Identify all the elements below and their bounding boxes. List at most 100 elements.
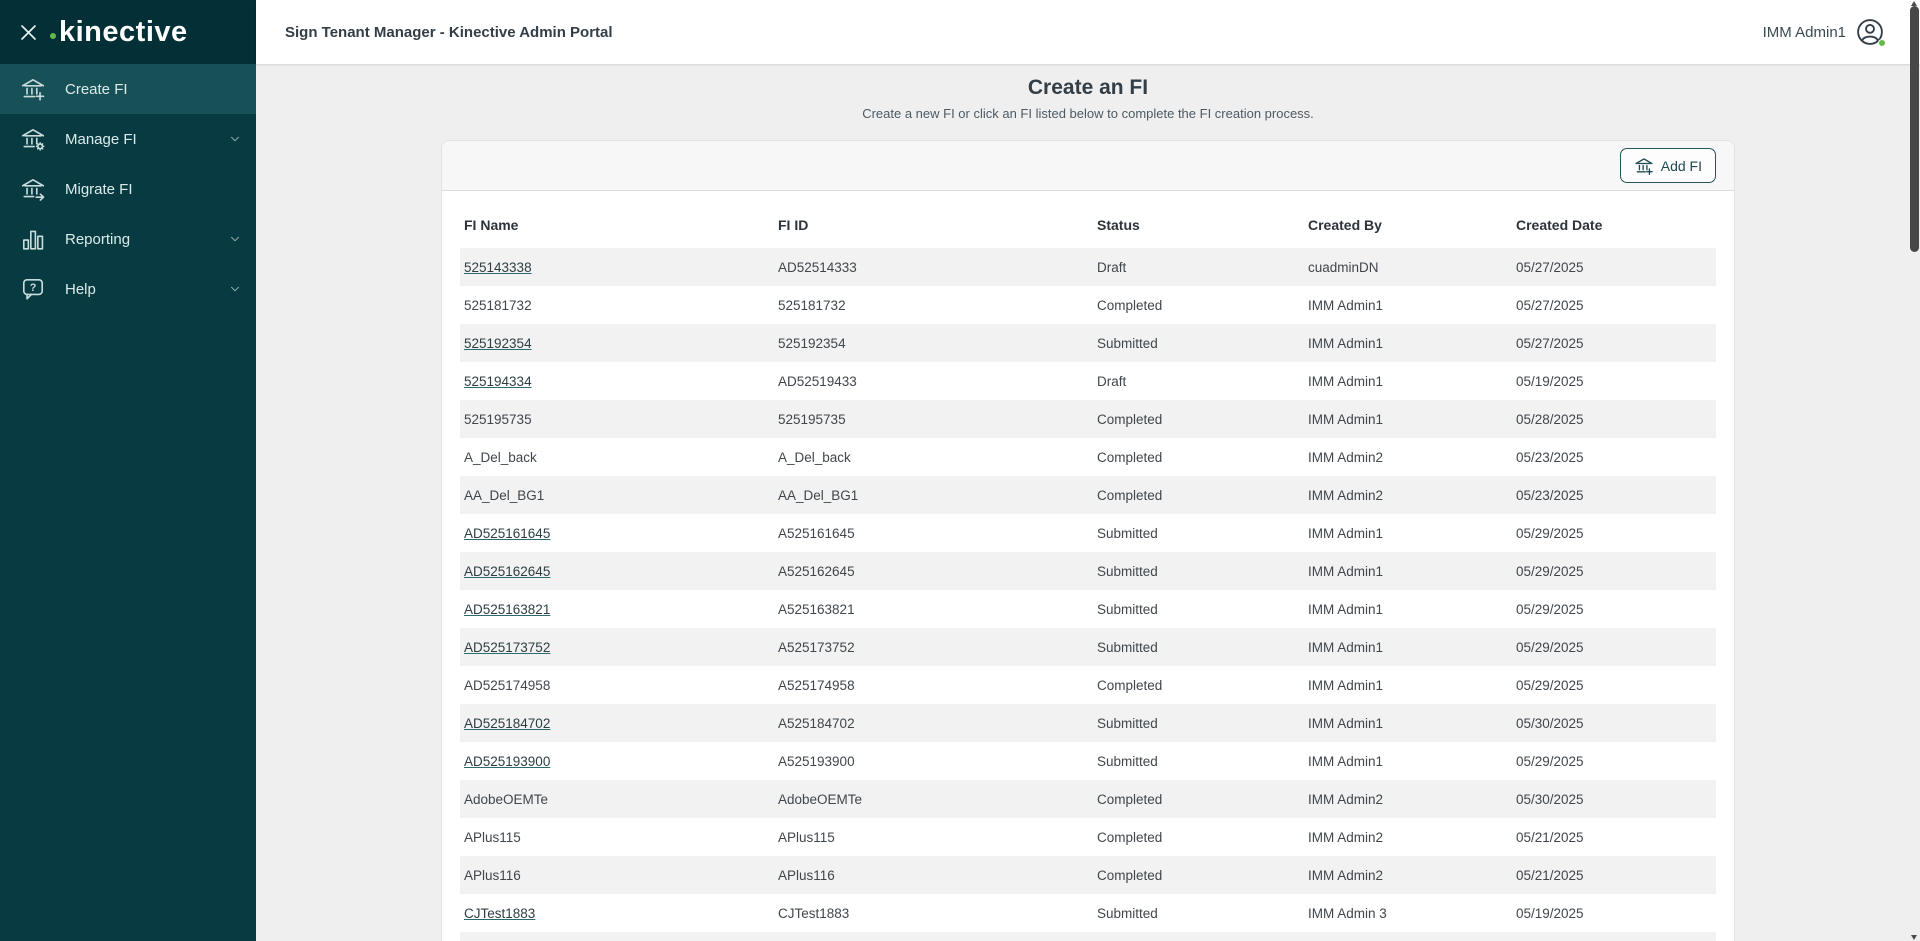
- fi-id-cell: 525195735: [778, 411, 846, 427]
- scrollbar[interactable]: [1908, 0, 1920, 941]
- fi-name-link[interactable]: AD525173752: [464, 639, 551, 655]
- sidebar-item-reporting[interactable]: Reporting: [0, 214, 256, 264]
- scroll-down-arrow-icon[interactable]: [1911, 935, 1917, 940]
- bank-arrow-icon: [20, 176, 46, 202]
- presence-dot: [1878, 39, 1886, 47]
- created-date-cell: 05/27/2025: [1516, 297, 1584, 313]
- table-row[interactable]: 525194334 AD52519433 Draft IMM Admin1 05…: [460, 362, 1716, 400]
- sidebar-item-manage-fi[interactable]: Manage FI: [0, 114, 256, 164]
- page-title: Create an FI: [1027, 76, 1149, 99]
- sidebar-nav: Create FI Manage FI: [0, 64, 256, 314]
- bar-chart-icon: [20, 226, 46, 252]
- table-row-partial: [460, 932, 1716, 941]
- status-cell: Completed: [1097, 867, 1163, 883]
- table-row[interactable]: AD525162645 A525162645 Submitted IMM Adm…: [460, 552, 1716, 590]
- status-cell: Completed: [1097, 411, 1163, 427]
- fi-id-cell: AD52514333: [778, 259, 857, 275]
- fi-name-cell: A_Del_back: [464, 449, 537, 465]
- user-circle-icon[interactable]: [1855, 17, 1886, 47]
- created-by-cell: IMM Admin 3: [1308, 905, 1387, 921]
- scrollbar-thumb[interactable]: [1910, 6, 1919, 252]
- add-fi-label: Add FI: [1660, 157, 1702, 174]
- created-date-cell: 05/21/2025: [1516, 867, 1584, 883]
- fi-name-link[interactable]: AD525161645: [464, 525, 551, 541]
- sidebar-item-migrate-fi[interactable]: Migrate FI: [0, 164, 256, 214]
- fi-name-link[interactable]: 525143338: [464, 259, 532, 275]
- table-row[interactable]: AD525174958 A525174958 Completed IMM Adm…: [460, 666, 1716, 704]
- created-by-cell: IMM Admin1: [1308, 639, 1384, 655]
- created-date-cell: 05/19/2025: [1516, 905, 1584, 921]
- table-row[interactable]: A_Del_back A_Del_back Completed IMM Admi…: [460, 438, 1716, 476]
- fi-id-cell: A525163821: [778, 601, 855, 617]
- fi-name-link[interactable]: AD525193900: [464, 753, 551, 769]
- chevron-down-icon: [228, 282, 242, 296]
- created-by-cell: IMM Admin1: [1308, 411, 1384, 427]
- created-date-cell: 05/30/2025: [1516, 791, 1584, 807]
- bank-gear-icon: [20, 126, 46, 152]
- status-cell: Submitted: [1097, 335, 1158, 351]
- fi-table: FI Name FI ID Status Created By Created …: [460, 191, 1716, 941]
- table-row[interactable]: AD525173752 A525173752 Submitted IMM Adm…: [460, 628, 1716, 666]
- chevron-down-icon: [228, 132, 242, 146]
- created-date-cell: 05/29/2025: [1516, 753, 1584, 769]
- status-cell: Completed: [1097, 829, 1163, 845]
- header-created-by: Created By: [1308, 216, 1382, 233]
- table-row[interactable]: AD525161645 A525161645 Submitted IMM Adm…: [460, 514, 1716, 552]
- table-row[interactable]: AD525193900 A525193900 Submitted IMM Adm…: [460, 742, 1716, 780]
- status-cell: Completed: [1097, 449, 1163, 465]
- table-row[interactable]: 525192354 525192354 Submitted IMM Admin1…: [460, 324, 1716, 362]
- fi-name-link[interactable]: AD525184702: [464, 715, 551, 731]
- fi-name-link[interactable]: 525194334: [464, 373, 532, 389]
- chevron-down-icon: [228, 232, 242, 246]
- created-by-cell: IMM Admin2: [1308, 829, 1384, 845]
- fi-name-link[interactable]: 525192354: [464, 335, 532, 351]
- add-fi-button[interactable]: Add FI: [1619, 148, 1716, 183]
- fi-name-cell: 525181732: [464, 297, 532, 313]
- status-cell: Completed: [1097, 487, 1163, 503]
- table-row[interactable]: AD525163821 A525163821 Submitted IMM Adm…: [460, 590, 1716, 628]
- fi-name-link[interactable]: AD525162645: [464, 563, 551, 579]
- scroll-up-arrow-icon[interactable]: [1911, 1, 1917, 6]
- table-row[interactable]: APlus115 APlus115 Completed IMM Admin2 0…: [460, 818, 1716, 856]
- table-row[interactable]: 525181732 525181732 Completed IMM Admin1…: [460, 286, 1716, 324]
- header-status: Status: [1097, 216, 1140, 233]
- header-created-date: Created Date: [1516, 216, 1603, 233]
- table-row[interactable]: 525195735 525195735 Completed IMM Admin1…: [460, 400, 1716, 438]
- table-row[interactable]: 525143338 AD52514333 Draft cuadminDN 05/…: [460, 248, 1716, 286]
- svg-text:?: ?: [30, 282, 37, 294]
- sidebar-item-label: Manage FI: [65, 130, 137, 148]
- table-row[interactable]: AD525184702 A525184702 Submitted IMM Adm…: [460, 704, 1716, 742]
- table-row[interactable]: AdobeOEMTe AdobeOEMTe Completed IMM Admi…: [460, 780, 1716, 818]
- created-by-cell: cuadminDN: [1308, 259, 1379, 275]
- user-menu[interactable]: IMM Admin1: [1763, 17, 1886, 47]
- created-by-cell: IMM Admin1: [1308, 601, 1384, 617]
- main-area: Sign Tenant Manager - Kinective Admin Po…: [256, 0, 1920, 941]
- sidebar-item-label: Create FI: [65, 80, 128, 98]
- created-date-cell: 05/29/2025: [1516, 639, 1584, 655]
- sidebar-close-button[interactable]: [15, 19, 41, 45]
- created-by-cell: IMM Admin1: [1308, 753, 1384, 769]
- created-date-cell: 05/23/2025: [1516, 449, 1584, 465]
- sidebar-item-create-fi[interactable]: Create FI: [0, 64, 256, 114]
- fi-id-cell: A525173752: [778, 639, 855, 655]
- table-row[interactable]: CJTest1883 CJTest1883 Submitted IMM Admi…: [460, 894, 1716, 932]
- sidebar-item-help[interactable]: ? Help: [0, 264, 256, 314]
- created-by-cell: IMM Admin1: [1308, 525, 1384, 541]
- topbar: Sign Tenant Manager - Kinective Admin Po…: [256, 0, 1920, 64]
- table-row[interactable]: AA_Del_BG1 AA_Del_BG1 Completed IMM Admi…: [460, 476, 1716, 514]
- created-date-cell: 05/19/2025: [1516, 373, 1584, 389]
- status-cell: Submitted: [1097, 639, 1158, 655]
- fi-name-link[interactable]: AD525163821: [464, 601, 551, 617]
- logo-green-dot: [50, 32, 56, 39]
- fi-id-cell: A525162645: [778, 563, 855, 579]
- close-icon: [20, 24, 36, 40]
- bank-plus-icon: [1635, 157, 1653, 175]
- table-row[interactable]: APlus116 APlus116 Completed IMM Admin2 0…: [460, 856, 1716, 894]
- fi-name-link[interactable]: CJTest1883: [464, 905, 536, 921]
- fi-id-cell: AA_Del_BG1: [778, 487, 859, 503]
- fi-name-cell: APlus116: [464, 867, 521, 883]
- card-toolbar: Add FI: [442, 141, 1734, 191]
- fi-name-cell: AdobeOEMTe: [464, 791, 549, 807]
- status-cell: Submitted: [1097, 601, 1158, 617]
- created-date-cell: 05/29/2025: [1516, 601, 1584, 617]
